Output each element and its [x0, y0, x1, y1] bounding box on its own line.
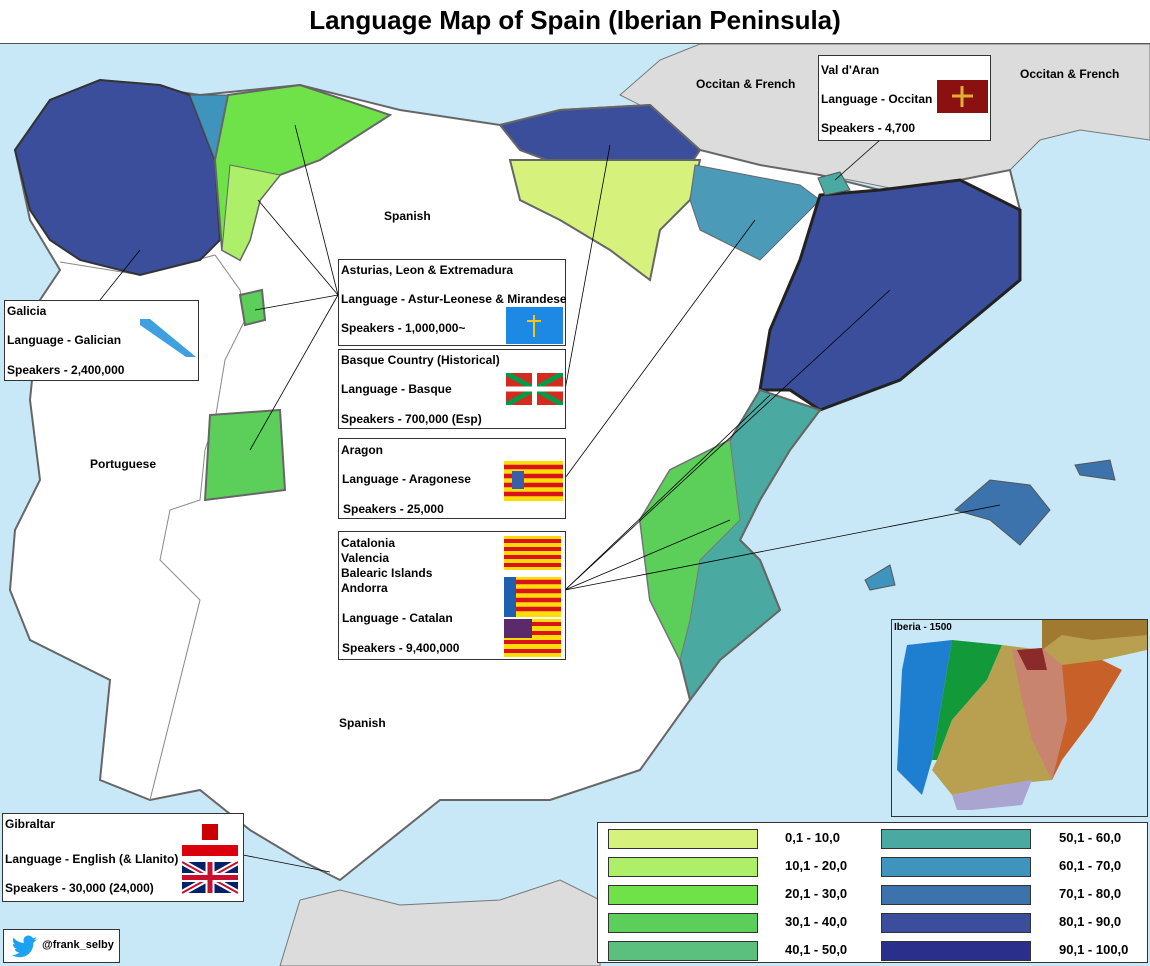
speakers: Speakers - 1,000,000~ — [341, 321, 466, 335]
twitter-icon — [12, 935, 37, 958]
connector — [249, 294, 339, 451]
connector — [564, 394, 771, 591]
region: Aragon — [341, 443, 383, 457]
legend-swatch — [608, 885, 758, 905]
legend-label: 60,1 - 70,0 — [1059, 858, 1122, 873]
legend-swatch — [881, 857, 1031, 877]
extremadura-region — [203, 408, 287, 502]
connector — [834, 139, 881, 181]
language: Language - English (& Llanito) — [5, 852, 179, 866]
connector — [564, 289, 891, 591]
map-label: Occitan & French — [696, 77, 796, 91]
map-label: Spanish — [384, 209, 431, 223]
info-box: Val d'Aran Language - Occitan Speakers -… — [818, 55, 991, 141]
info-box: Galicia Language - Galician Speakers - 2… — [4, 300, 199, 381]
flag — [506, 307, 563, 344]
flag — [140, 319, 196, 357]
region: Basque Country (Historical) — [341, 353, 500, 367]
connector — [254, 294, 339, 311]
credit: @frank_selby — [42, 939, 114, 951]
legend-label: 70,1 - 80,0 — [1059, 886, 1122, 901]
legend-swatch — [881, 941, 1031, 961]
info-box: Basque Country (Historical) Language - B… — [338, 349, 566, 429]
credit-box: @frank_selby — [3, 929, 120, 963]
connectors — [99, 124, 1001, 873]
legend-swatch — [881, 829, 1031, 849]
galicia-region — [13, 78, 222, 277]
connector — [294, 124, 339, 296]
map-label: Spanish — [339, 716, 386, 730]
portugal-border — [59, 254, 246, 801]
legend-swatch — [881, 913, 1031, 933]
inset-title: Iberia - 1500 — [894, 622, 952, 633]
flag — [504, 461, 563, 501]
legend-label: 0,1 - 10,0 — [785, 830, 840, 845]
info-box: Gibraltar Language - English (& Llanito)… — [2, 813, 244, 902]
speakers: Speakers - 4,700 — [821, 121, 916, 135]
legend-label: 50,1 - 60,0 — [1059, 830, 1122, 845]
legend-swatch — [881, 885, 1031, 905]
connector — [99, 249, 141, 301]
connector — [257, 199, 339, 296]
legend-label: 80,1 - 90,0 — [1059, 914, 1122, 929]
legend-label: 30,1 - 40,0 — [785, 914, 848, 929]
flags — [504, 536, 561, 657]
legend-label: 40,1 - 50,0 — [785, 942, 848, 957]
connector — [564, 504, 1001, 591]
legend-swatch — [608, 857, 758, 877]
language: Language - Catalan — [342, 611, 453, 625]
language: Language - Basque — [341, 382, 452, 396]
region: Valencia — [341, 551, 390, 565]
map-label: Occitan & French — [1020, 67, 1120, 81]
connector — [564, 519, 731, 591]
language: Language - Aragonese — [342, 472, 471, 486]
legend-label: 20,1 - 30,0 — [785, 886, 848, 901]
connector — [564, 144, 611, 391]
legend-swatch — [608, 829, 758, 849]
inset-map — [897, 620, 1147, 810]
map-label: Portuguese — [90, 457, 157, 471]
inset: Iberia - 1500 — [891, 619, 1148, 817]
flag — [937, 80, 988, 113]
region: Catalonia — [341, 536, 396, 550]
info-box: Aragon Language - Aragonese Speakers - 2… — [338, 438, 566, 519]
ibiza — [864, 564, 896, 591]
catalonia-region — [758, 178, 1022, 412]
region: Galicia — [7, 304, 47, 318]
legend-label: 10,1 - 20,0 — [785, 858, 848, 873]
mallorca — [953, 479, 1051, 546]
connector — [242, 854, 331, 873]
region: Balearic Islands — [341, 566, 433, 580]
menorca — [1074, 459, 1116, 481]
connector — [564, 219, 756, 479]
legend-swatch — [608, 941, 758, 961]
language: Language - Astur-Leonese & Mirandese — [341, 292, 567, 306]
language: Language - Occitan — [821, 92, 933, 106]
region: Andorra — [341, 581, 388, 595]
speakers: Speakers - 700,000 (Esp) — [341, 412, 482, 426]
info-box: Catalonia Valencia Balearic Islands Ando… — [338, 531, 566, 660]
speakers: Speakers - 25,000 — [343, 502, 444, 516]
region: Gibraltar — [5, 817, 56, 831]
speakers: Speakers - 30,000 (24,000) — [5, 881, 154, 895]
navarra-region — [689, 164, 821, 261]
info-box: Asturias, Leon & Extremadura Language - … — [338, 259, 567, 346]
region: Asturias, Leon & Extremadura — [341, 263, 514, 277]
speakers: Speakers - 2,400,000 — [7, 363, 125, 377]
speakers: Speakers - 9,400,000 — [342, 641, 460, 655]
andorra — [817, 171, 851, 196]
legend-label: 90,1 - 100,0 — [1059, 942, 1129, 957]
flag — [506, 373, 563, 405]
mirandese-region — [238, 288, 267, 327]
africa — [279, 879, 601, 966]
legend-swatch — [608, 913, 758, 933]
flags — [182, 818, 238, 894]
region: Val d'Aran — [821, 63, 880, 77]
leon-region — [221, 164, 281, 261]
title: Language Map of Spain (Iberian Peninsula… — [0, 0, 1150, 44]
legend: 0,1 - 10,0 10,1 - 20,0 20,1 - 30,0 30,1 - 4… — [597, 822, 1148, 963]
language: Language - Galician — [7, 333, 122, 347]
